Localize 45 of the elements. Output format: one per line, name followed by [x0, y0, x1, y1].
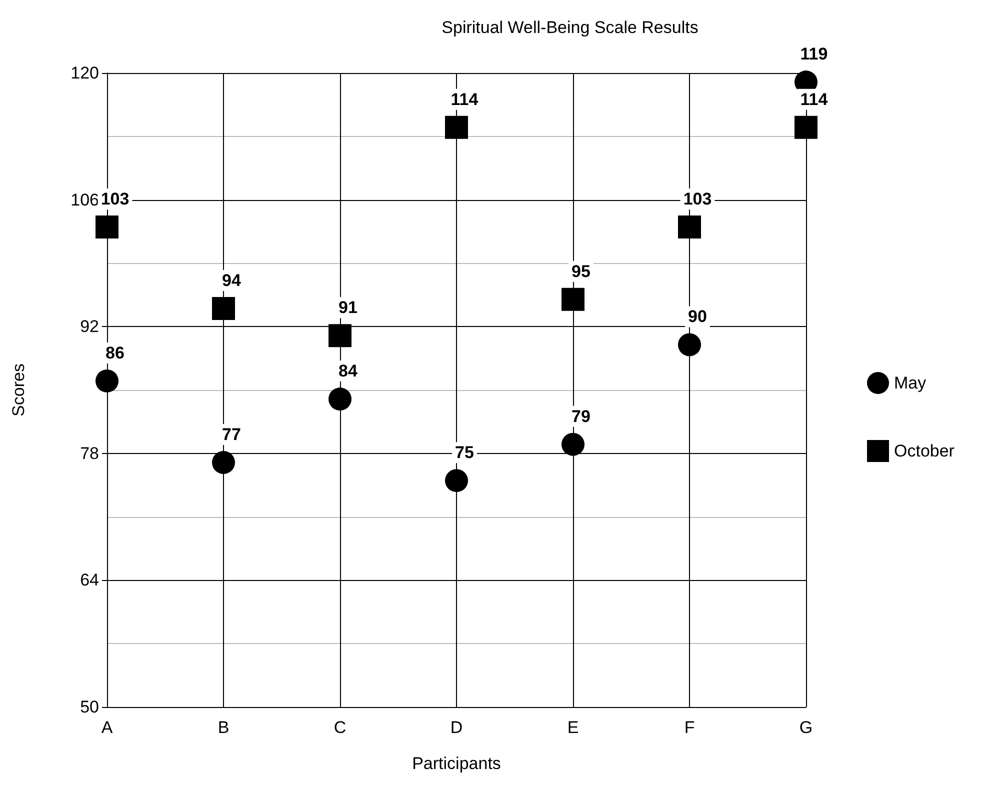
y-tick-label: 64: [80, 570, 99, 590]
data-label: 95: [572, 262, 590, 281]
x-tick-label: D: [450, 718, 463, 737]
y-tick-label: 120: [70, 64, 99, 82]
y-axis-title: Scores: [9, 364, 28, 416]
legend-label: May: [894, 374, 927, 392]
point: [96, 369, 118, 392]
y-tick-label: 50: [80, 698, 99, 716]
point: [678, 215, 701, 238]
data-label: 75: [455, 443, 474, 462]
legend-label: October: [894, 442, 955, 460]
data-label: 79: [572, 406, 590, 426]
x-tick-label: B: [218, 718, 230, 737]
point: [445, 469, 468, 492]
x-axis-title: Participants: [412, 754, 501, 773]
x-tick-label: E: [567, 718, 579, 737]
data-label: 86: [106, 343, 124, 362]
data-label: 103: [683, 189, 712, 208]
point: [445, 116, 468, 139]
data-label: 103: [100, 189, 130, 208]
data-label: 94: [222, 270, 242, 290]
data-label: 90: [688, 307, 707, 326]
data-label: 84: [338, 362, 358, 381]
point: [794, 116, 818, 139]
x-tick-label: G: [799, 718, 813, 737]
point: [562, 432, 584, 456]
data-label: 114: [450, 90, 479, 109]
y-tick-label: 78: [80, 444, 99, 463]
data-label: 114: [800, 90, 828, 109]
chart-title: Spiritual Well-Being Scale Results: [442, 18, 698, 37]
point: [328, 324, 352, 348]
point: [96, 215, 118, 238]
data-label: 77: [222, 424, 241, 444]
data-label: 91: [338, 298, 358, 318]
x-tick-label: F: [684, 718, 695, 737]
point: [562, 288, 584, 311]
point: [212, 296, 235, 320]
y-tick-label: 106: [70, 190, 99, 210]
point: [212, 450, 235, 474]
x-tick-label: A: [101, 718, 114, 737]
point: [328, 388, 352, 411]
data-label: 119: [800, 44, 828, 64]
x-tick-label: C: [334, 718, 346, 737]
point: [678, 333, 701, 356]
y-tick-label: 92: [80, 317, 99, 336]
